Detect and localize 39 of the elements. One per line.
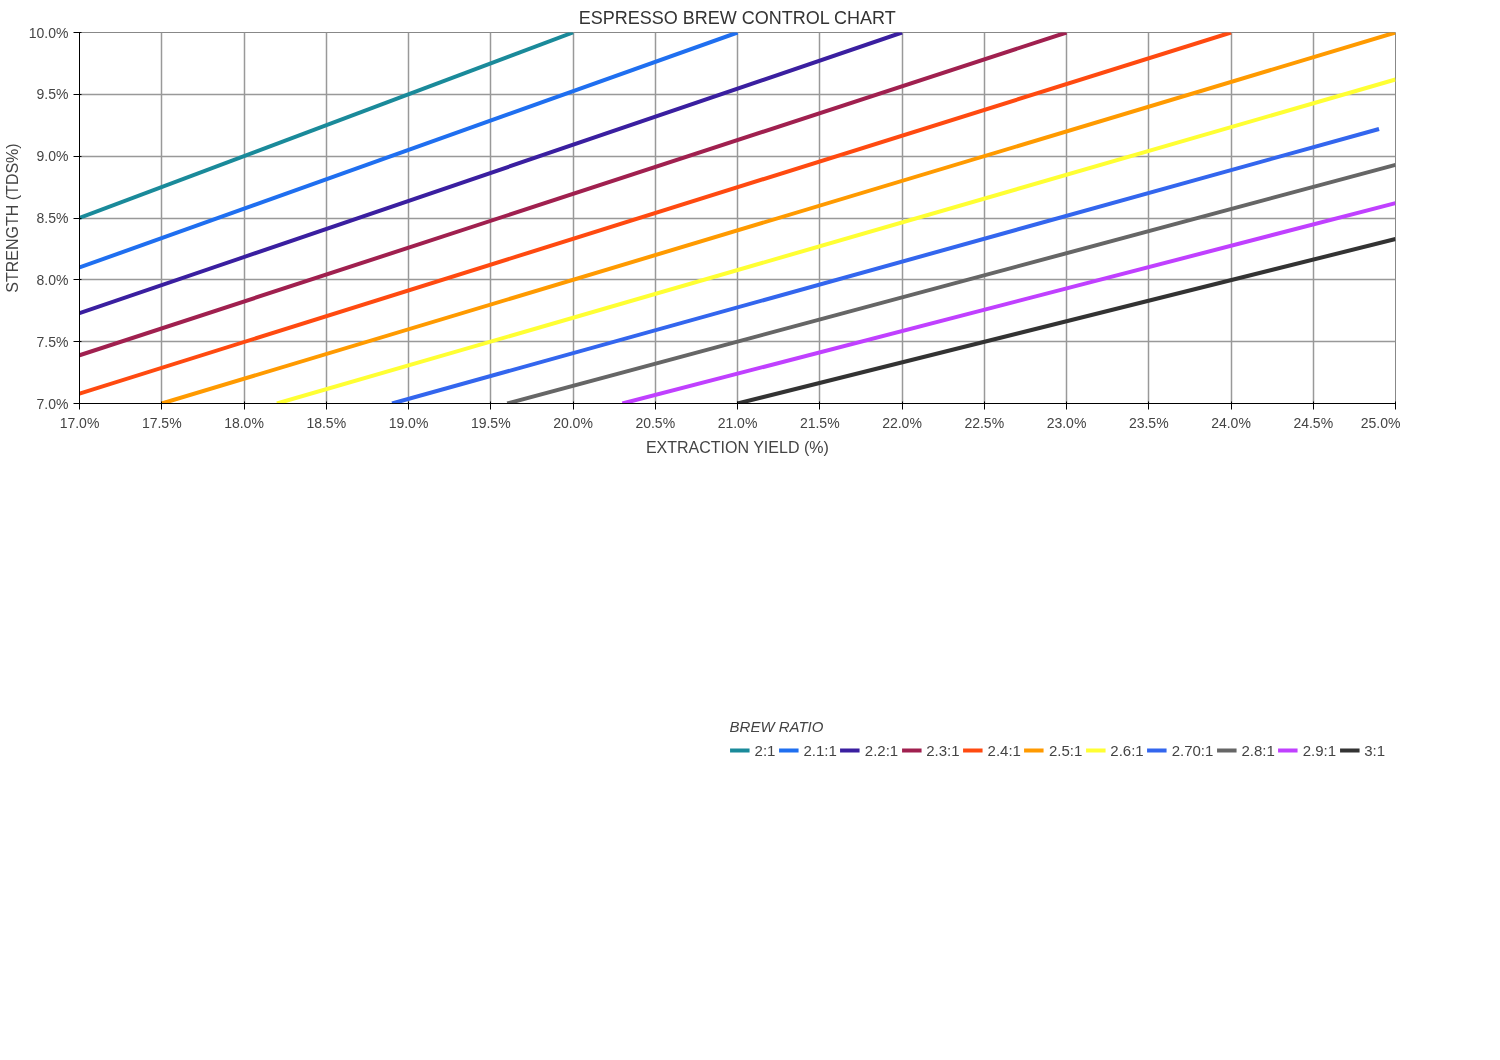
legend-label: 2.2:1 (864, 741, 899, 759)
x-tick-label: 22.0% (882, 414, 922, 431)
legend-label: 2:1 (754, 741, 776, 759)
x-tick-label: 19.5% (470, 414, 511, 431)
legend-label: 2.3:1 (926, 741, 960, 759)
chart-title: ESPRESSO BREW CONTROL CHART (578, 7, 896, 28)
x-tick-label: 24.0% (1211, 414, 1251, 431)
y-tick-label: 8.5% (36, 210, 69, 226)
x-tick-label: 23.5% (1128, 414, 1169, 431)
y-tick-label: 10.0% (28, 24, 69, 41)
x-tick-label: 24.5% (1293, 414, 1334, 431)
x-tick-label: 23.0% (1046, 414, 1087, 431)
x-axis-title: EXTRACTION YIELD (%) (645, 438, 829, 456)
x-tick-label: 25.0% (1360, 414, 1401, 431)
legend-label: 2.1:1 (803, 741, 837, 759)
x-tick-label: 21.0% (717, 414, 758, 431)
x-tick-label: 17.5% (141, 414, 182, 431)
legend-label: 2.8:1 (1241, 741, 1275, 759)
y-tick-label: 9.0% (36, 148, 69, 165)
x-tick-label: 18.5% (306, 414, 347, 431)
x-tick-label: 18.0% (224, 414, 264, 431)
y-tick-label: 7.0% (36, 395, 69, 412)
legend-title: BREW RATIO (729, 718, 825, 735)
legend-label: 2.4:1 (987, 741, 1021, 759)
x-tick-label: 20.5% (635, 414, 676, 431)
legend-label: 2.70:1 (1171, 741, 1214, 759)
y-tick-label: 7.5% (36, 333, 69, 350)
y-tick-label: 9.5% (36, 86, 69, 103)
x-tick-label: 21.5% (799, 414, 840, 431)
x-tick-label: 19.0% (388, 414, 429, 431)
legend-label: 2.5:1 (1048, 741, 1083, 759)
legend-label: 2.9:1 (1302, 741, 1337, 759)
x-tick-label: 20.0% (553, 414, 593, 431)
y-tick-label: 8.0% (36, 271, 69, 288)
legend-label: 2.6:1 (1110, 741, 1144, 759)
y-axis-title: STRENGTH (TDS%) (3, 143, 21, 293)
legend-label: 3:1 (1364, 741, 1385, 759)
x-tick-label: 17.0% (59, 414, 100, 431)
x-tick-label: 22.5% (964, 414, 1005, 431)
